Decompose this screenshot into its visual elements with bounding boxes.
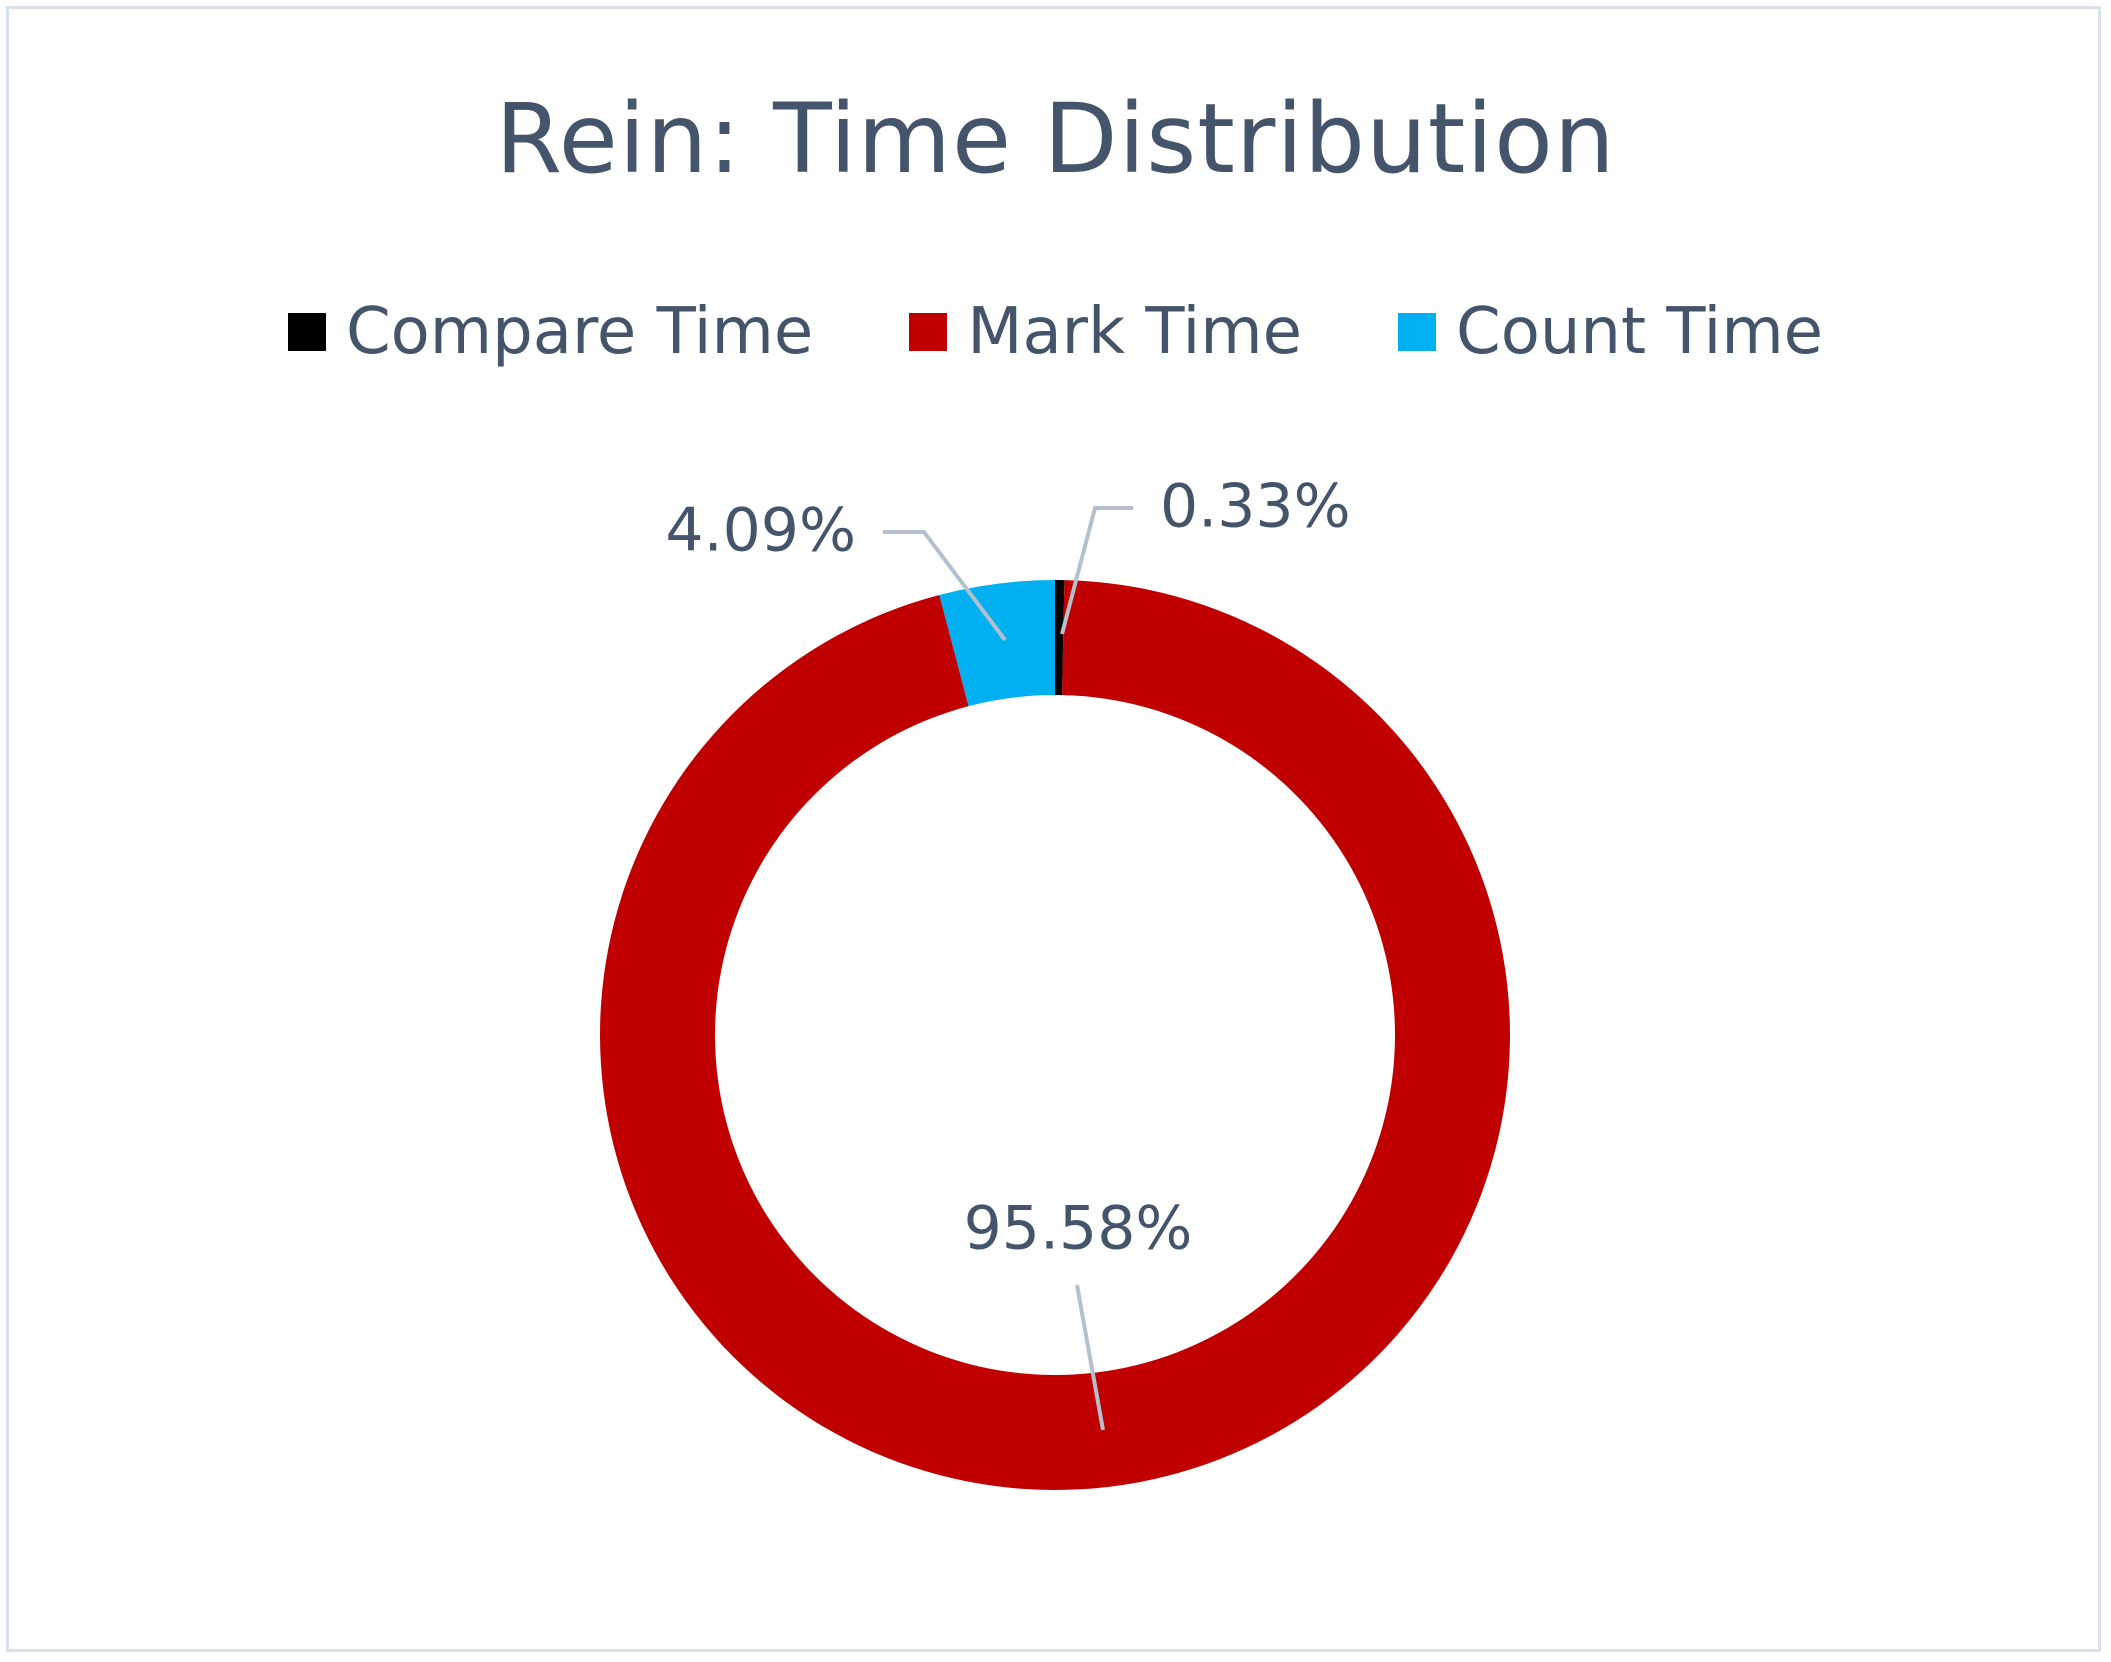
chart-title: Rein: Time Distribution — [495, 83, 1616, 195]
legend-label-count-time: Count Time — [1456, 295, 1824, 369]
data-label-compare-time: 0.33% — [1160, 472, 1351, 542]
leader-line-compare-time — [1060, 506, 1133, 635]
data-label-mark-time: 95.58% — [964, 1194, 1193, 1264]
data-labels: 0.33% 95.58% 4.09% — [665, 472, 1350, 1264]
legend-swatch-compare-time — [287, 313, 326, 351]
legend-swatch-mark-time — [909, 313, 948, 351]
legend-item-mark-time: Mark Time — [909, 300, 1302, 364]
leader-line-mark-time — [1075, 1284, 1105, 1431]
legend: Compare Time Mark Time Count Time — [0, 300, 2111, 364]
slice-compare-time — [1055, 580, 1065, 696]
legend-label-compare-time: Compare Time — [345, 295, 814, 369]
legend-item-count-time: Count Time — [1398, 300, 1823, 364]
legend-swatch-count-time — [1398, 313, 1437, 351]
slice-count-time — [939, 580, 1055, 707]
legend-item-compare-time: Compare Time — [287, 295, 814, 369]
leader-line-count-time — [883, 530, 1007, 642]
leader-lines — [883, 506, 1133, 1431]
data-label-count-time: 4.09% — [665, 496, 856, 566]
legend-label-mark-time: Mark Time — [967, 295, 1303, 369]
doughnut-slices — [600, 580, 1511, 1490]
slice-mark-time — [600, 580, 1511, 1490]
